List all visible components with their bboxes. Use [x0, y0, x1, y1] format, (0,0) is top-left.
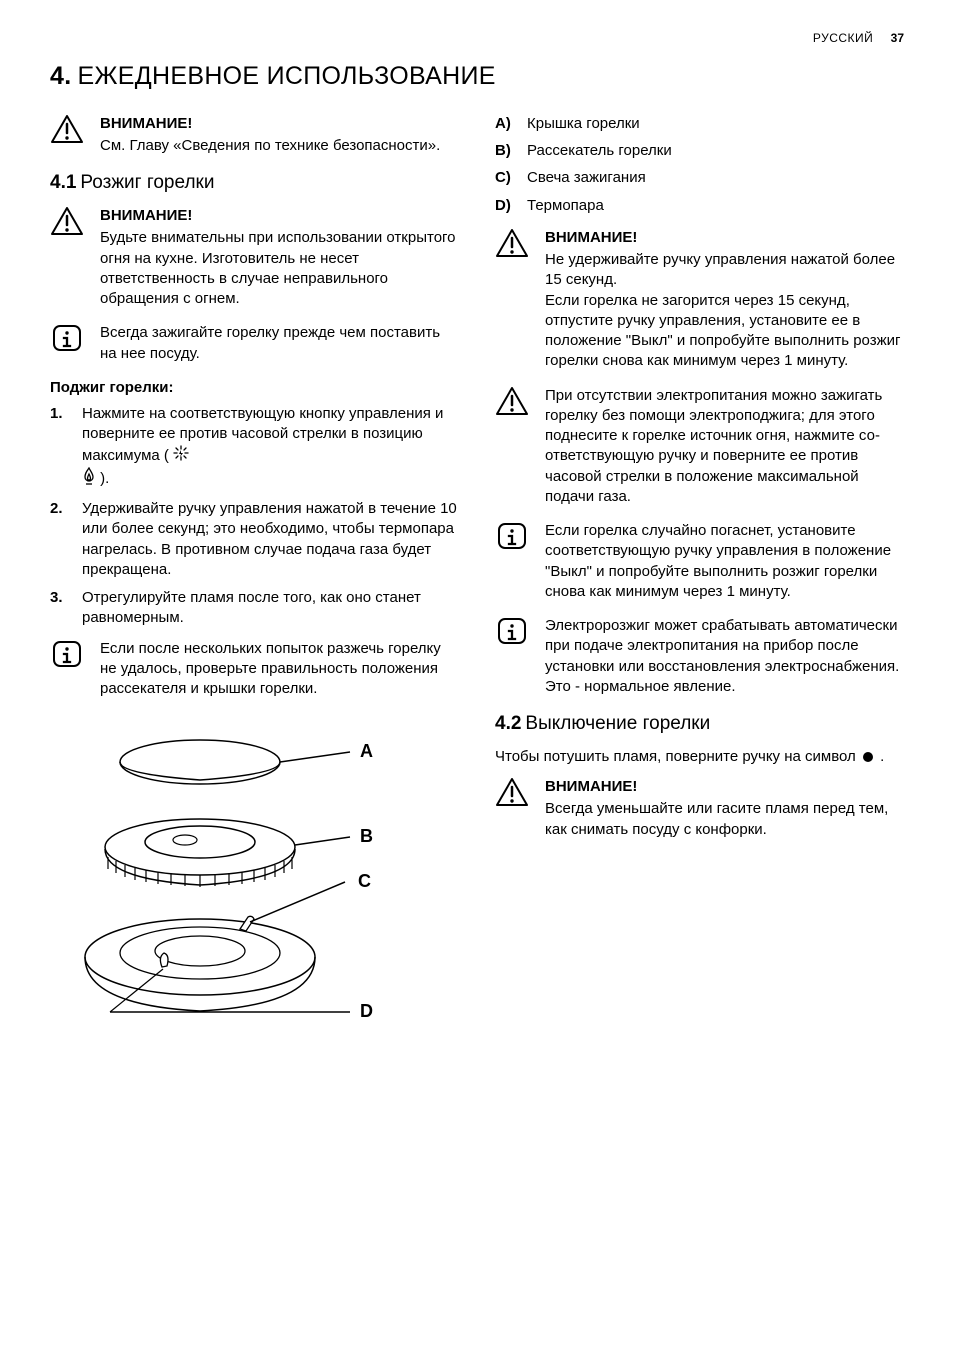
- info-text: Всегда зажигайте горелку прежде чем пост…: [100, 323, 459, 364]
- step-text: Удерживайте ручку управления нажатой в т…: [82, 499, 459, 580]
- step-item: 2. Удерживайте ручку управления нажатой …: [50, 499, 459, 580]
- warning-icon: [50, 114, 88, 157]
- parts-list: A) Крышка горелки B) Рассекатель горелки C…: [495, 114, 904, 216]
- left-column: ВНИМАНИЕ! См. Главу «Сведения по технике…: [50, 114, 459, 1054]
- step-number: 3.: [50, 588, 70, 629]
- steps-list: 1. Нажмите на соответствующую кнопку упр…: [50, 404, 459, 629]
- section-number: 4.: [50, 62, 71, 90]
- subsection-text: Розжиг горелки: [80, 172, 214, 193]
- step-item: 1. Нажмите на соответствующую кнопку упр…: [50, 404, 459, 491]
- warning-icon: [50, 206, 88, 309]
- subsection-4-1: 4.1Розжиг горелки: [50, 170, 459, 196]
- info-text: Электророзжиг может срабатывать автомати…: [545, 616, 904, 697]
- warning-block-5: ВНИМАНИЕ! Всегда уменьшайте или гасите п…: [495, 777, 904, 840]
- info-icon: [495, 521, 533, 602]
- section-text: ЕЖЕДНЕВНОЕ ИСПОЛЬЗОВАНИЕ: [77, 62, 495, 90]
- flame-icon: [82, 467, 96, 491]
- warning-block-2: ВНИМАНИЕ! Будьте внимательны при использ…: [50, 206, 459, 309]
- warning-text: См. Главу «Сведения по технике безопасно…: [100, 136, 459, 156]
- subsection-number: 4.1: [50, 172, 76, 193]
- info-text: Если после нескольких попыток раз­жечь г…: [100, 639, 459, 700]
- info-icon: [495, 616, 533, 697]
- header-page-number: 37: [891, 31, 904, 45]
- part-marker: D): [495, 196, 517, 216]
- warning-block-3: ВНИМАНИЕ! Не удерживайте ручку управлени…: [495, 228, 904, 372]
- part-marker: A): [495, 114, 517, 134]
- part-text: Термопара: [527, 196, 604, 216]
- warning-heading: ВНИМАНИЕ!: [100, 206, 459, 226]
- off-symbol-icon: [863, 752, 873, 762]
- figure-label-b: B: [360, 826, 373, 846]
- warning-icon: [495, 777, 533, 840]
- turn-off-text: Чтобы потушить пламя, поверните ручку на…: [495, 747, 904, 767]
- info-icon: [50, 323, 88, 364]
- subsection-number: 4.2: [495, 713, 521, 734]
- header-language: РУССКИЙ: [813, 31, 873, 45]
- list-item: A) Крышка горелки: [495, 114, 904, 134]
- step-text: Отрегулируйте пламя после того, как оно …: [82, 588, 459, 629]
- spark-icon: [173, 445, 189, 467]
- info-block-2: Если после нескольких попыток раз­жечь г…: [50, 639, 459, 700]
- info-icon: [50, 639, 88, 700]
- subsection-text: Выключение горелки: [525, 713, 710, 734]
- right-column: A) Крышка горелки B) Рассекатель горелки C…: [495, 114, 904, 1054]
- warning-text: При отсутствии электропитания мож­но заж…: [545, 386, 904, 508]
- warning-text: Будьте внимательны при использова­нии от…: [100, 228, 459, 309]
- figure-label-d: D: [360, 1001, 373, 1021]
- warning-icon: [495, 386, 533, 508]
- part-text: Крышка горелки: [527, 114, 640, 134]
- warning-text: Всегда уменьшайте или гасите пламя перед…: [545, 799, 904, 840]
- section-title: 4.ЕЖЕДНЕВНОЕ ИСПОЛЬЗОВАНИЕ: [50, 60, 904, 94]
- step-number: 2.: [50, 499, 70, 580]
- info-block-4: Электророзжиг может срабатывать автомати…: [495, 616, 904, 697]
- subsection-4-2: 4.2Выключение горелки: [495, 711, 904, 737]
- step-text: Нажмите на соответствующую кнопку управл…: [82, 404, 459, 491]
- part-marker: C): [495, 168, 517, 188]
- content-columns: ВНИМАНИЕ! См. Главу «Сведения по технике…: [50, 114, 904, 1054]
- step-number: 1.: [50, 404, 70, 491]
- list-item: B) Рассекатель горелки: [495, 141, 904, 161]
- warning-text: Не удерживайте ручку управления нажатой …: [545, 250, 904, 372]
- part-text: Рассекатель горелки: [527, 141, 672, 161]
- warning-heading: ВНИМАНИЕ!: [545, 777, 904, 797]
- warning-icon: [495, 228, 533, 372]
- list-item: C) Свеча зажигания: [495, 168, 904, 188]
- list-item: D) Термопара: [495, 196, 904, 216]
- warning-block-1: ВНИМАНИЕ! См. Главу «Сведения по технике…: [50, 114, 459, 157]
- warning-block-4: При отсутствии электропитания мож­но заж…: [495, 386, 904, 508]
- burner-figure: A B C D: [50, 717, 459, 1053]
- info-block-3: Если горелка случайно погаснет, ус­танов…: [495, 521, 904, 602]
- warning-heading: ВНИМАНИЕ!: [100, 114, 459, 134]
- figure-label-a: A: [360, 741, 373, 761]
- step-item: 3. Отрегулируйте пламя после того, как о…: [50, 588, 459, 629]
- part-text: Свеча зажигания: [527, 168, 646, 188]
- info-block-1: Всегда зажигайте горелку прежде чем пост…: [50, 323, 459, 364]
- warning-heading: ВНИМАНИЕ!: [545, 228, 904, 248]
- info-text: Если горелка случайно погаснет, ус­танов…: [545, 521, 904, 602]
- part-marker: B): [495, 141, 517, 161]
- figure-label-c: C: [358, 871, 371, 891]
- steps-heading: Поджиг горелки:: [50, 378, 459, 398]
- page-header: РУССКИЙ 37: [50, 30, 904, 46]
